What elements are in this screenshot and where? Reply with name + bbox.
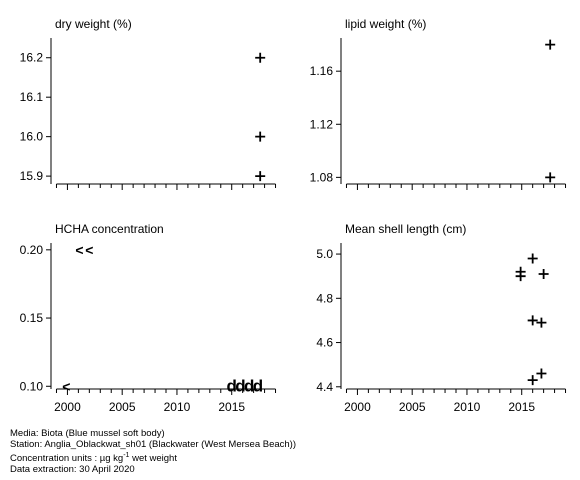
y-tick-label: 0.20 xyxy=(20,243,44,257)
footer-media: Media: Biota (Blue mussel soft body) xyxy=(10,428,165,439)
y-tick-label: 16.0 xyxy=(20,130,44,144)
footer-units: Concentration units : µg kg-1 wet weight xyxy=(10,450,296,464)
x-tick-label: 2010 xyxy=(164,400,191,414)
x-tick-label: 2005 xyxy=(109,400,136,414)
x-tick-label: 2005 xyxy=(399,400,426,414)
data-point-plus xyxy=(527,253,538,264)
x-tick-label: 2000 xyxy=(344,400,371,414)
x-tick-label: 2010 xyxy=(454,400,481,414)
data-point-plus xyxy=(255,52,266,63)
y-tick-label: 1.08 xyxy=(310,170,334,184)
y-tick-label: 0.10 xyxy=(20,379,44,393)
data-point-d: d xyxy=(235,376,245,395)
y-tick-label: 15.9 xyxy=(20,169,44,183)
data-point-plus xyxy=(545,172,556,183)
y-tick-label: 4.6 xyxy=(316,336,333,350)
y-tick-label: 4.4 xyxy=(316,380,333,394)
data-point-plus xyxy=(527,315,538,326)
footer-units-sup: -1 xyxy=(123,452,130,459)
data-point-d: d xyxy=(253,376,263,395)
data-point-d: d xyxy=(244,376,254,395)
chart-footer: Media: Biota (Blue mussel soft body) Sta… xyxy=(10,428,296,475)
footer-station: Station: Anglia_Oblackwat_sh01 (Blackwat… xyxy=(10,439,297,450)
data-point-plus xyxy=(536,368,547,379)
footer-units-suffix: wet weight xyxy=(129,453,177,465)
data-point-plus xyxy=(515,271,526,282)
data-point-less-than: < xyxy=(85,242,93,258)
y-tick-label: 16.1 xyxy=(20,90,44,104)
y-tick-label: 16.2 xyxy=(20,51,44,65)
y-tick-label: 0.15 xyxy=(20,311,44,325)
footer-extraction: Data extraction: 30 April 2020 xyxy=(10,464,135,476)
panel-title: dry weight (%) xyxy=(55,17,132,31)
panel-title: lipid weight (%) xyxy=(345,17,426,31)
y-tick-label: 5.0 xyxy=(316,247,333,261)
data-point-plus xyxy=(536,317,547,328)
panel-title: Mean shell length (cm) xyxy=(345,222,466,236)
y-tick-label: 4.8 xyxy=(316,291,333,305)
data-point-plus xyxy=(538,268,549,279)
panel-title: HCHA concentration xyxy=(55,222,164,236)
data-point-d: d xyxy=(227,376,237,395)
data-point-less-than: < xyxy=(75,242,83,258)
y-tick-label: 1.12 xyxy=(310,117,334,131)
x-tick-label: 2000 xyxy=(54,400,81,414)
data-point-plus xyxy=(255,171,266,182)
data-point-less-than: < xyxy=(62,378,70,394)
data-point-plus xyxy=(545,39,556,50)
data-point-plus xyxy=(255,131,266,142)
x-tick-label: 2015 xyxy=(508,400,535,414)
y-tick-label: 1.16 xyxy=(310,64,334,78)
footer-units-prefix: Concentration units : µg kg xyxy=(10,453,124,465)
x-tick-label: 2015 xyxy=(218,400,245,414)
data-point-plus xyxy=(527,375,538,386)
